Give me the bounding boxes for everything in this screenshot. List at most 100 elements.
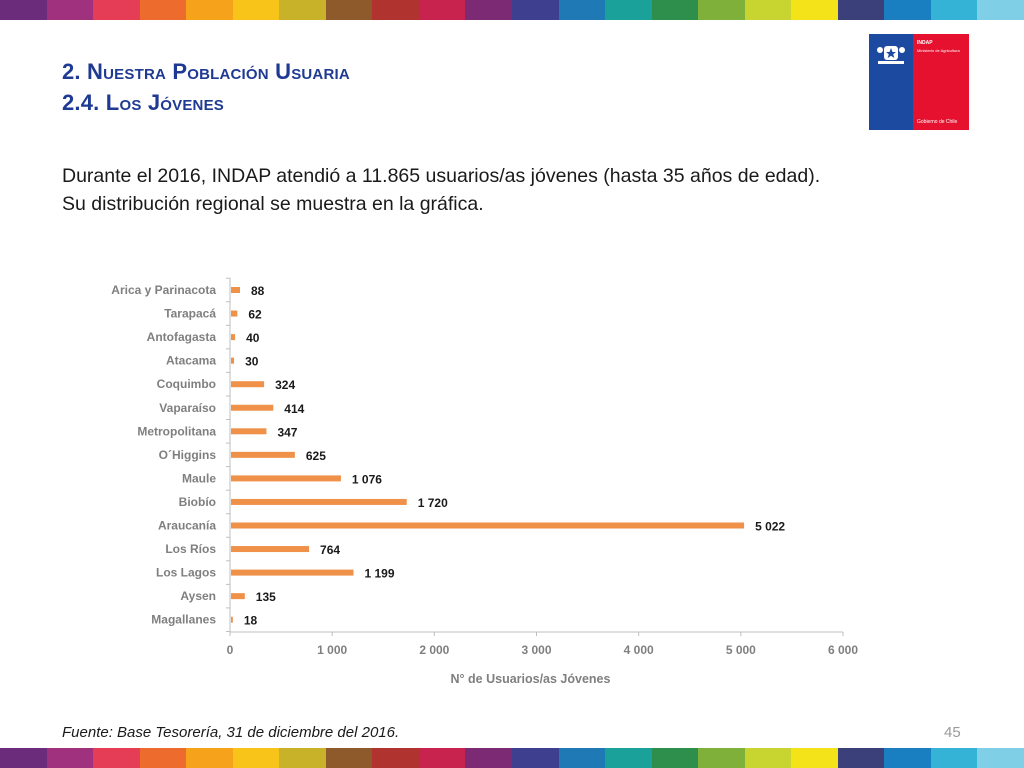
data-label: 347 (277, 425, 297, 439)
chart-bar (231, 522, 745, 529)
stripe-segment (744, 0, 792, 20)
stripe-segment (93, 0, 140, 20)
section-title: 2. Nuestra Población Usuaria (62, 59, 350, 84)
category-label: Arica y Parinacota (111, 283, 216, 297)
logo-org-name: INDAP (917, 40, 933, 46)
x-tick-label: 0 (227, 643, 234, 657)
stripe-segment (651, 748, 699, 768)
category-label: Magallanes (151, 613, 216, 627)
stripe-segment (512, 748, 559, 768)
bottom-color-stripe (0, 748, 1024, 768)
coat-of-arms-icon (877, 46, 905, 64)
stripe-segment (372, 0, 419, 20)
logo-government: Gobierno de Chile (917, 119, 958, 125)
chart-bar (231, 475, 341, 482)
stripe-segment (884, 0, 931, 20)
category-label: Metropolitana (137, 424, 216, 438)
data-label: 30 (245, 355, 259, 369)
category-label: Los Lagos (156, 566, 216, 580)
subsection-title: 2.4. Los Jóvenes (62, 90, 224, 115)
stripe-segment (372, 748, 419, 768)
data-label: 1 076 (352, 472, 382, 486)
stripe-segment (791, 748, 838, 768)
chart-bar (231, 287, 240, 293)
stripe-segment (418, 748, 466, 768)
data-label: 62 (248, 308, 262, 322)
source-note: Fuente: Base Tesorería, 31 de diciembre … (62, 724, 400, 741)
x-tick-label: 3 000 (521, 643, 551, 657)
stripe-segment (279, 748, 326, 768)
logo-red-block: INDAP Ministerio de Agricultura Gobierno… (913, 34, 969, 130)
stripe-segment (791, 0, 838, 20)
category-label: Aysen (180, 589, 216, 603)
stripe-segment (930, 0, 978, 20)
stripe-segment (279, 0, 326, 20)
data-label: 40 (246, 331, 260, 345)
stripe-segment (884, 748, 931, 768)
stripe-segment (837, 0, 885, 20)
chart-bar (231, 404, 274, 411)
x-tick-label: 2 000 (419, 643, 449, 657)
stripe-segment (465, 0, 513, 20)
stripe-segment (232, 748, 280, 768)
stripe-segment (558, 0, 606, 20)
data-label: 5 022 (755, 520, 785, 534)
x-tick-label: 6 000 (828, 643, 858, 657)
stripe-segment (186, 0, 233, 20)
data-label: 764 (320, 543, 340, 557)
stripe-segment (139, 0, 187, 20)
stripe-segment (698, 748, 745, 768)
stripe-segment (232, 0, 280, 20)
x-axis-title: N° de Usuarios/as Jóvenes (451, 672, 611, 686)
x-tick-label: 5 000 (726, 643, 756, 657)
indap-logo: INDAP Ministerio de Agricultura Gobierno… (869, 34, 969, 130)
logo-blue-block (869, 34, 913, 130)
category-label: Vaparaíso (159, 401, 216, 415)
data-label: 18 (244, 614, 258, 628)
stripe-segment (0, 0, 47, 20)
stripe-segment (744, 748, 792, 768)
stripe-segment (558, 748, 606, 768)
x-tick-label: 1 000 (317, 643, 347, 657)
chart-bar (231, 310, 238, 317)
stripe-segment (977, 0, 1024, 20)
intro-paragraph: Durante el 2016, INDAP atendió a 11.865 … (62, 162, 882, 218)
stripe-segment (605, 748, 652, 768)
category-label: Los Ríos (165, 542, 216, 556)
data-label: 1 199 (364, 567, 394, 581)
category-label: Coquimbo (157, 377, 216, 391)
stripe-segment (698, 0, 745, 20)
stripe-segment (46, 748, 94, 768)
chart-bar (231, 498, 407, 505)
stripe-segment (46, 0, 94, 20)
top-color-stripe (0, 0, 1024, 20)
stripe-segment (418, 0, 466, 20)
data-label: 414 (284, 402, 304, 416)
stripe-segment (325, 748, 373, 768)
chart-bar (231, 616, 233, 623)
data-label: 88 (251, 284, 265, 298)
stripe-segment (139, 748, 187, 768)
category-label: Maule (182, 471, 216, 485)
intro-line-2: Su distribución regional se muestra en l… (62, 193, 484, 215)
data-label: 1 720 (418, 496, 448, 510)
category-label: Antofagasta (147, 330, 217, 344)
chart-bar (231, 381, 265, 388)
category-label: Tarapacá (164, 307, 216, 321)
data-label: 135 (256, 590, 276, 604)
logo-ministry: Ministerio de Agricultura (917, 48, 960, 53)
x-tick-label: 4 000 (624, 643, 654, 657)
stripe-segment (651, 0, 699, 20)
chart-bar (231, 334, 236, 341)
chart-bar (231, 451, 295, 458)
data-label: 625 (306, 449, 326, 463)
chart-bar (231, 546, 310, 553)
chart-bar (231, 593, 245, 600)
stripe-segment (465, 748, 513, 768)
chart-bar (231, 428, 267, 435)
stripe-segment (186, 748, 233, 768)
stripe-segment (0, 748, 47, 768)
stripe-segment (325, 0, 373, 20)
stripe-segment (512, 0, 559, 20)
